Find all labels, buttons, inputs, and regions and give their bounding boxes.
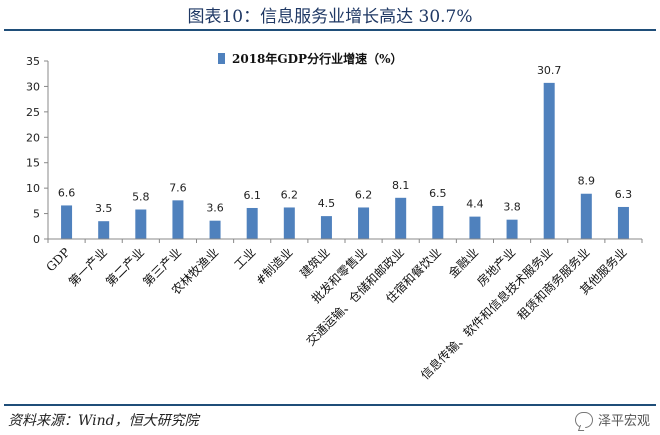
bar [432, 205, 444, 239]
bar [98, 221, 110, 239]
bar-value-label: 3.8 [503, 201, 521, 214]
bar-chart: 2018年GDP分行业增速（%） 0 5 10 15 20 25 30 35 6.6 3.5 5.… [26, 51, 643, 383]
bar [543, 82, 555, 240]
category-label: 工业 [231, 245, 258, 272]
y-tick-label: 10 [26, 182, 40, 195]
bar-value-label: 4.4 [466, 198, 484, 211]
bar [617, 206, 629, 239]
category-label: 金融业 [445, 245, 481, 281]
y-tick-label: 30 [26, 80, 40, 93]
bar-value-label: 7.6 [169, 181, 187, 194]
category-label: GDP [43, 245, 72, 274]
bar-value-label: 6.2 [355, 188, 373, 201]
bar [358, 207, 370, 239]
y-tick-label: 20 [26, 131, 40, 144]
category-label: #制造业 [253, 245, 295, 287]
bar-value-label: 30.7 [537, 64, 562, 77]
bar-value-label: 8.1 [392, 179, 410, 192]
source-note: 资料来源：Wind，恒大研究院 [8, 413, 199, 429]
wechat-icon [574, 411, 593, 428]
bar-value-label: 8.9 [578, 175, 596, 188]
bar [580, 193, 592, 239]
category-label: 信息传输、软件和信息技术服务业 [417, 245, 555, 383]
figure-title: 图表10：信息服务业增长高达 30.7% [187, 7, 473, 27]
category-label: 第二产业 [103, 245, 147, 289]
y-tick-label: 25 [26, 106, 40, 119]
bottom-rule [4, 404, 656, 406]
bar [172, 200, 184, 239]
category-label: 建筑业 [296, 245, 332, 281]
bars-group: 6.6 3.5 5.8 7.6 3.6 6.1 6.2 4.5 6.2 8.1 6.5 4.4 3.8 3… [58, 64, 633, 240]
bar [506, 219, 518, 239]
bar-value-label: 6.5 [429, 187, 447, 200]
bar-value-label: 4.5 [318, 197, 336, 210]
bar [283, 207, 295, 239]
bar-value-label: 3.5 [95, 202, 113, 215]
y-axis: 0 5 10 15 20 25 30 35 [26, 55, 49, 246]
bar [395, 197, 407, 239]
bar [246, 207, 258, 239]
bar-value-label: 6.3 [615, 188, 633, 201]
y-tick-label: 15 [26, 157, 40, 170]
bar [61, 205, 73, 239]
watermark: 泽平宏观 [574, 410, 650, 429]
bar-value-label: 3.6 [206, 202, 224, 215]
watermark-text: 泽平宏观 [597, 414, 650, 429]
y-tick-label: 0 [33, 233, 40, 246]
bar-value-label: 6.2 [281, 188, 299, 201]
y-tick-label: 35 [26, 55, 40, 68]
top-rule [4, 29, 656, 31]
legend-swatch [218, 53, 225, 64]
y-tick-label: 5 [33, 208, 40, 221]
legend: 2018年GDP分行业增速（%） [218, 51, 402, 66]
bar [469, 216, 481, 239]
category-label: 第一产业 [66, 245, 110, 289]
legend-label: 2018年GDP分行业增速（%） [232, 51, 402, 66]
bar-value-label: 5.8 [132, 191, 150, 204]
bar-value-label: 6.1 [243, 189, 261, 202]
bar-value-label: 6.6 [58, 186, 76, 199]
bar [135, 209, 147, 239]
bar [209, 220, 221, 239]
bar [320, 216, 332, 239]
